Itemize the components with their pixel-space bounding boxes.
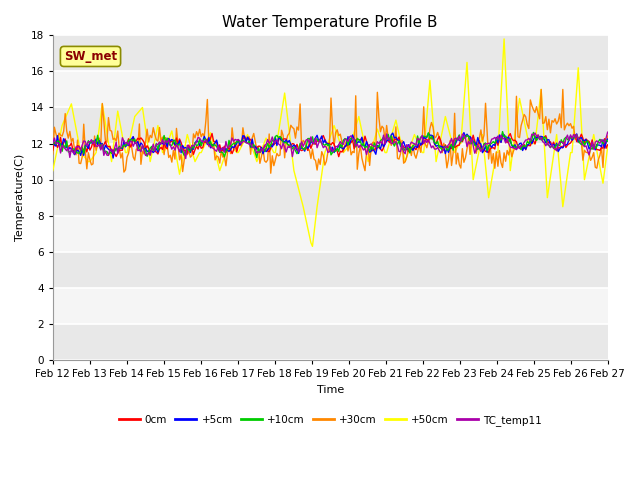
0cm: [216, 142, 223, 148]
+10cm: [242, 139, 250, 145]
+10cm: [117, 145, 125, 151]
+30cm: [293, 124, 301, 130]
+10cm: [576, 140, 584, 146]
+10cm: [49, 142, 57, 147]
+10cm: [214, 146, 222, 152]
0cm: [208, 131, 216, 136]
+50cm: [500, 36, 508, 42]
Line: TC_temp11: TC_temp11: [53, 132, 607, 158]
Text: SW_met: SW_met: [64, 50, 117, 63]
Line: 0cm: 0cm: [53, 133, 607, 156]
Line: +10cm: +10cm: [53, 132, 607, 157]
TC_temp11: [575, 136, 582, 142]
0cm: [293, 142, 301, 147]
0cm: [234, 143, 242, 148]
0cm: [335, 154, 342, 159]
+30cm: [576, 137, 584, 143]
+10cm: [233, 138, 241, 144]
+50cm: [117, 125, 125, 131]
+50cm: [214, 161, 222, 167]
Line: +50cm: +50cm: [53, 39, 607, 246]
+30cm: [267, 170, 275, 176]
Y-axis label: Temperature(C): Temperature(C): [15, 154, 25, 241]
+5cm: [244, 134, 252, 140]
+30cm: [214, 154, 222, 160]
TC_temp11: [604, 129, 611, 135]
Title: Water Temperature Profile B: Water Temperature Profile B: [223, 15, 438, 30]
0cm: [244, 135, 252, 141]
TC_temp11: [182, 156, 189, 161]
+30cm: [604, 133, 611, 139]
Bar: [53, 252, 607, 288]
+5cm: [109, 155, 117, 161]
TC_temp11: [293, 145, 301, 151]
TC_temp11: [117, 145, 125, 151]
+50cm: [49, 168, 57, 173]
+50cm: [242, 135, 250, 141]
+30cm: [117, 155, 125, 161]
TC_temp11: [234, 137, 242, 143]
+50cm: [233, 150, 241, 156]
0cm: [604, 142, 611, 148]
+50cm: [576, 93, 584, 98]
Bar: [53, 216, 607, 252]
Bar: [53, 324, 607, 360]
TC_temp11: [49, 141, 57, 146]
Bar: [53, 288, 607, 324]
+50cm: [292, 174, 300, 180]
Bar: [53, 72, 607, 108]
+10cm: [253, 155, 260, 160]
+10cm: [604, 138, 611, 144]
Bar: [53, 108, 607, 144]
+5cm: [576, 135, 584, 141]
+50cm: [604, 144, 611, 150]
+30cm: [233, 148, 241, 154]
+10cm: [499, 129, 506, 134]
TC_temp11: [216, 149, 223, 155]
+5cm: [604, 136, 611, 142]
X-axis label: Time: Time: [317, 384, 344, 395]
+5cm: [216, 148, 223, 154]
Line: +30cm: +30cm: [53, 89, 607, 173]
Bar: [53, 180, 607, 216]
Legend: 0cm, +5cm, +10cm, +30cm, +50cm, TC_temp11: 0cm, +5cm, +10cm, +30cm, +50cm, TC_temp1…: [115, 411, 546, 430]
Bar: [53, 36, 607, 72]
TC_temp11: [244, 140, 252, 146]
0cm: [576, 135, 584, 141]
+10cm: [293, 151, 301, 156]
+30cm: [242, 135, 250, 141]
+30cm: [538, 86, 545, 92]
+5cm: [293, 148, 301, 154]
+30cm: [49, 151, 57, 157]
0cm: [49, 147, 57, 153]
+50cm: [308, 243, 316, 249]
Line: +5cm: +5cm: [53, 132, 607, 158]
0cm: [117, 147, 125, 153]
+5cm: [49, 141, 57, 147]
+5cm: [118, 145, 126, 151]
+5cm: [234, 137, 242, 143]
Bar: [53, 144, 607, 180]
+5cm: [460, 130, 468, 135]
